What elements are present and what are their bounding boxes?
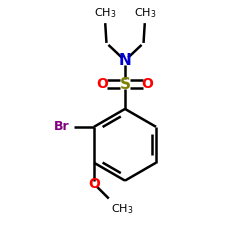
- Text: CH$_3$: CH$_3$: [94, 6, 116, 20]
- Text: CH$_3$: CH$_3$: [134, 6, 156, 20]
- Text: O: O: [96, 77, 108, 91]
- Text: Br: Br: [54, 120, 70, 133]
- Text: O: O: [142, 77, 154, 91]
- Text: N: N: [119, 53, 132, 68]
- Text: O: O: [88, 177, 100, 191]
- Text: CH$_3$: CH$_3$: [111, 202, 134, 215]
- Text: S: S: [120, 77, 130, 92]
